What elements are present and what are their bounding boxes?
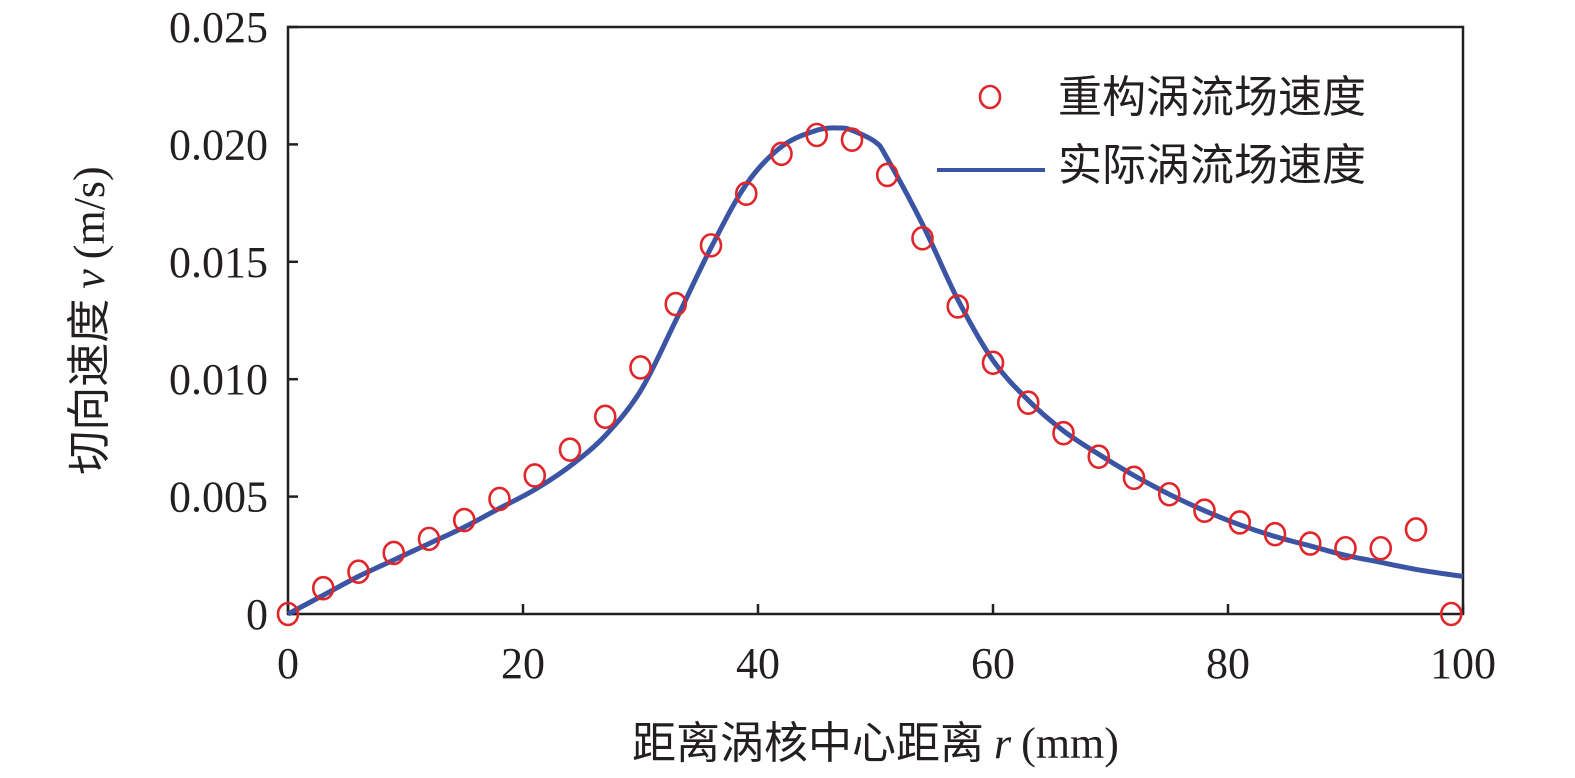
legend-label-actual: 实际涡流场速度 (1058, 141, 1366, 190)
x-tick-label: 40 (736, 639, 780, 688)
scatter-point (1016, 390, 1040, 415)
scatter-point (1369, 535, 1393, 561)
scatter-point (1122, 465, 1146, 491)
y-tick-label: 0.010 (169, 355, 268, 404)
scatter-point (629, 355, 652, 380)
scatter-point (1087, 444, 1111, 469)
y-tick-label: 0.025 (169, 3, 268, 52)
scatter-point (593, 404, 617, 430)
y-axis-unit: (m/s) (65, 166, 114, 259)
plot-frame (286, 25, 1465, 616)
scatter-point (911, 226, 934, 251)
scatter-point (452, 507, 476, 533)
y-tick-label: 0.015 (169, 238, 268, 287)
y-tick-label: 0.005 (169, 473, 268, 522)
x-tick-label: 60 (971, 639, 1015, 688)
scatter-point (1228, 510, 1252, 535)
series-line-actual (286, 125, 1464, 617)
scatter-point (523, 463, 547, 488)
legend-marker-reconstructed (978, 84, 1002, 110)
x-axis-unit: (mm) (1021, 719, 1119, 768)
scatter-point (981, 350, 1005, 376)
scatter-point (1298, 531, 1322, 556)
y-axis-variable: v (65, 269, 114, 289)
scatter-point (1193, 498, 1216, 523)
scatter-series-layer (276, 122, 1463, 627)
scatter-point (875, 162, 899, 188)
x-tick-label: 0 (277, 639, 299, 688)
scatter-point (347, 559, 370, 585)
scatter-point (382, 540, 406, 566)
scatter-point (558, 437, 582, 462)
scatter-point (946, 294, 970, 319)
legend-label-reconstructed: 重构涡流场速度 (1058, 73, 1366, 122)
scatter-point (734, 181, 758, 207)
x-axis-title-prefix: 距离涡核中心距离 (632, 719, 984, 768)
scatter-point (311, 575, 335, 601)
y-tick-label: 0.020 (169, 120, 268, 169)
scatter-point (488, 486, 511, 512)
scatter-point (805, 122, 829, 148)
scatter-point (770, 141, 793, 167)
y-tick-label: 0 (246, 590, 268, 639)
line-series-layer (286, 125, 1464, 617)
scatter-point (417, 526, 441, 552)
x-tick-label: 20 (501, 639, 545, 688)
y-axis-title: 切向速度 v (m/s) (65, 166, 114, 474)
x-axis-title: 距离涡核中心距离 r (mm) (632, 719, 1119, 768)
x-tick-label: 100 (1430, 639, 1496, 688)
scatter-point (1404, 517, 1428, 542)
x-tick-label: 80 (1206, 639, 1250, 688)
scatter-point (840, 127, 864, 153)
scatter-point (664, 291, 688, 317)
scatter-point (1334, 535, 1357, 561)
x-axis-variable: r (994, 719, 1012, 768)
axes: 0 20 40 60 80 100 0 0.005 0.010 0.015 0.020 0.025 (169, 3, 1496, 688)
scatter-point (1157, 481, 1181, 507)
scatter-point (276, 601, 300, 627)
scatter-point (1439, 601, 1463, 627)
scatter-point (699, 233, 723, 258)
y-axis-title-prefix: 切向速度 (65, 299, 114, 475)
scatter-point (1052, 420, 1075, 446)
scatter-point (1263, 521, 1287, 547)
